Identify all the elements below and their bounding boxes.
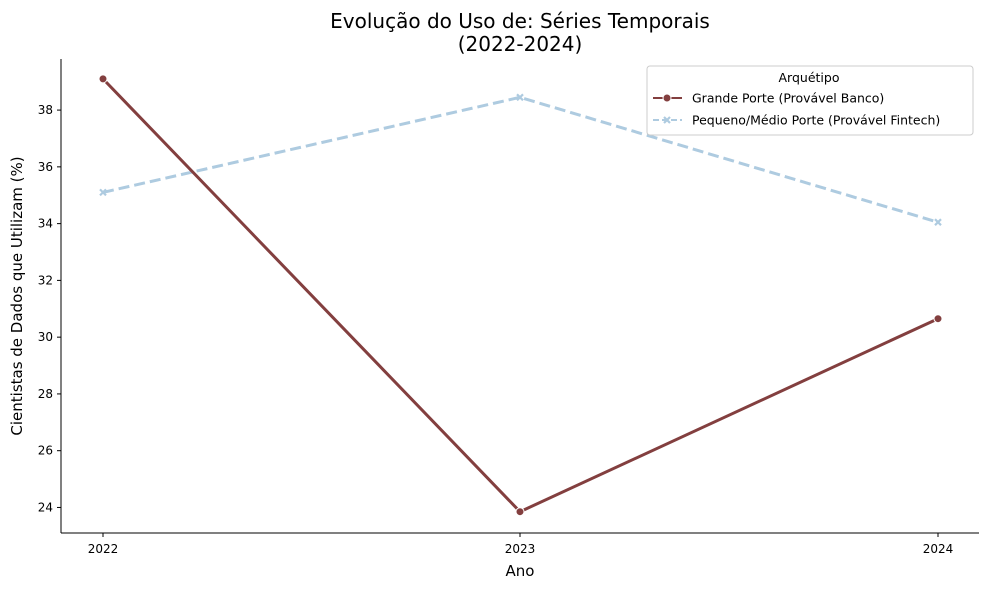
- data-point: [933, 314, 943, 324]
- x-tick-label: 2024: [923, 542, 954, 556]
- legend-marker: [663, 116, 671, 124]
- y-tick-label: 30: [38, 330, 53, 344]
- series-layer: [98, 74, 943, 517]
- legend-entry: Grande Porte (Provável Banco): [653, 91, 884, 106]
- x-tick-label: 2023: [505, 542, 536, 556]
- x-ticks: 2022 2023 2024: [88, 533, 954, 556]
- data-point: [515, 507, 525, 517]
- y-tick-label: 32: [38, 273, 53, 287]
- y-tick-label: 28: [38, 387, 53, 401]
- data-point: [98, 74, 108, 84]
- x-tick-label: 2022: [88, 542, 119, 556]
- legend-marker: [662, 93, 672, 103]
- y-tick-label: 26: [38, 444, 53, 458]
- chart-title-line2: (2022-2024): [458, 32, 583, 56]
- y-axis-title: Cientistas de Dados que Utilizam (%): [8, 156, 26, 435]
- legend-label: Grande Porte (Provável Banco): [692, 91, 884, 106]
- y-tick-label: 38: [38, 103, 53, 117]
- data-point: [99, 188, 107, 197]
- legend-entry: Pequeno/Médio Porte (Provável Fintech): [653, 113, 940, 128]
- legend-entries: Grande Porte (Provável Banco) Pequeno/Méd…: [653, 91, 940, 128]
- legend-title: Arquétipo: [779, 70, 840, 85]
- data-point: [516, 93, 524, 102]
- series-0: [98, 74, 943, 517]
- legend-label: Pequeno/Médio Porte (Provável Fintech): [692, 113, 940, 128]
- series-line: [101, 77, 939, 514]
- series-1: [99, 93, 942, 226]
- x-axis-title: Ano: [506, 562, 535, 580]
- y-tick-label: 34: [38, 217, 53, 231]
- y-tick-label: 24: [38, 500, 53, 514]
- legend: Arquétipo Grande Porte (Provável Banco) P…: [646, 65, 974, 136]
- chart-title-line1: Evolução do Uso de: Séries Temporais: [330, 9, 710, 33]
- y-ticks: 24 26 28 30 32 34 36 38: [38, 103, 61, 514]
- data-point: [934, 218, 942, 226]
- legend-frame: [646, 65, 974, 136]
- y-tick-label: 36: [38, 160, 53, 174]
